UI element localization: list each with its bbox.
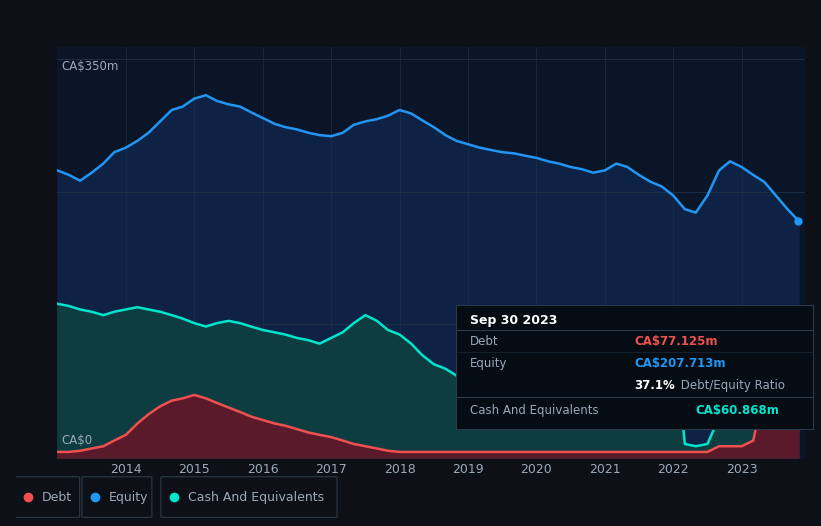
Text: Equity: Equity [109,491,149,503]
Text: Cash And Equivalents: Cash And Equivalents [188,491,324,503]
Text: Equity: Equity [470,357,507,370]
Text: Debt: Debt [470,335,498,348]
Text: Cash And Equivalents: Cash And Equivalents [470,404,599,417]
Text: 37.1%: 37.1% [635,379,675,392]
Text: CA$0: CA$0 [62,434,92,447]
Text: CA$60.868m: CA$60.868m [695,404,779,417]
Text: Sep 30 2023: Sep 30 2023 [470,313,557,327]
Text: CA$77.125m: CA$77.125m [635,335,718,348]
Text: Debt/Equity Ratio: Debt/Equity Ratio [677,379,785,392]
Text: Debt: Debt [41,491,71,503]
Text: CA$207.713m: CA$207.713m [635,357,726,370]
Text: CA$350m: CA$350m [62,59,118,73]
